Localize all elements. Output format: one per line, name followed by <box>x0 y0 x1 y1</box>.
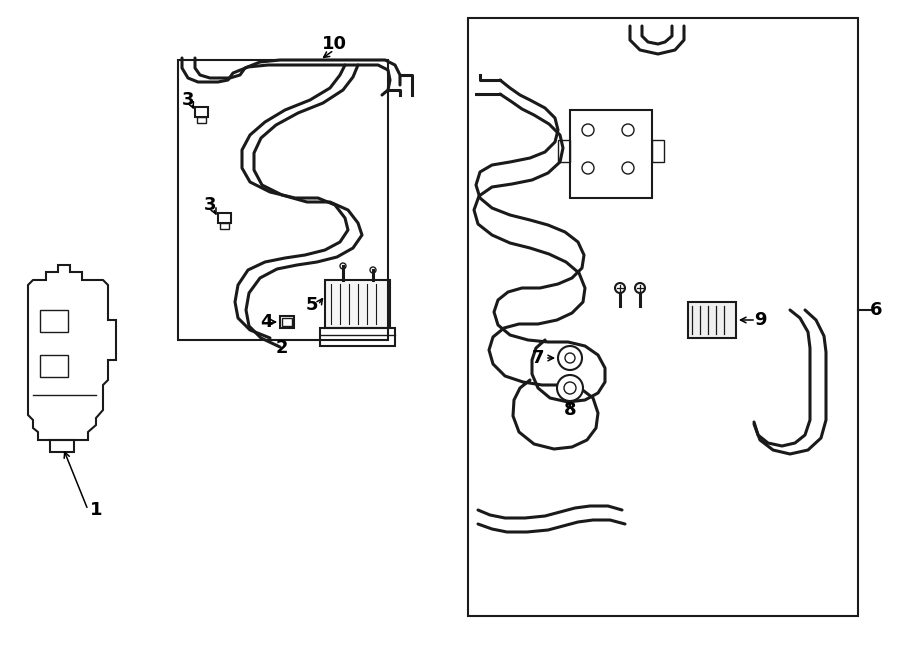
Bar <box>570 110 652 198</box>
Bar <box>197 117 206 123</box>
Bar <box>40 355 68 377</box>
Text: 5: 5 <box>306 296 319 314</box>
Text: 3: 3 <box>182 91 194 109</box>
Bar <box>320 328 395 346</box>
Bar <box>325 280 390 328</box>
Bar <box>558 140 570 162</box>
Bar <box>220 223 229 229</box>
Text: 1: 1 <box>90 501 103 519</box>
Text: 8: 8 <box>563 401 576 419</box>
Text: 10: 10 <box>321 35 347 53</box>
Text: 4: 4 <box>260 313 272 331</box>
Bar <box>688 302 736 338</box>
Bar <box>195 107 208 117</box>
Bar <box>280 316 294 328</box>
Text: 7: 7 <box>532 349 544 367</box>
Bar <box>50 440 74 452</box>
Bar <box>40 310 68 332</box>
Text: 9: 9 <box>754 311 766 329</box>
Text: 2: 2 <box>275 339 288 357</box>
Text: 6: 6 <box>869 301 882 319</box>
Text: 3: 3 <box>203 196 216 214</box>
Bar <box>652 140 664 162</box>
Bar <box>178 60 388 340</box>
Bar <box>218 213 231 223</box>
Bar <box>282 318 292 326</box>
Circle shape <box>557 375 583 401</box>
Bar <box>468 18 858 616</box>
Circle shape <box>558 346 582 370</box>
